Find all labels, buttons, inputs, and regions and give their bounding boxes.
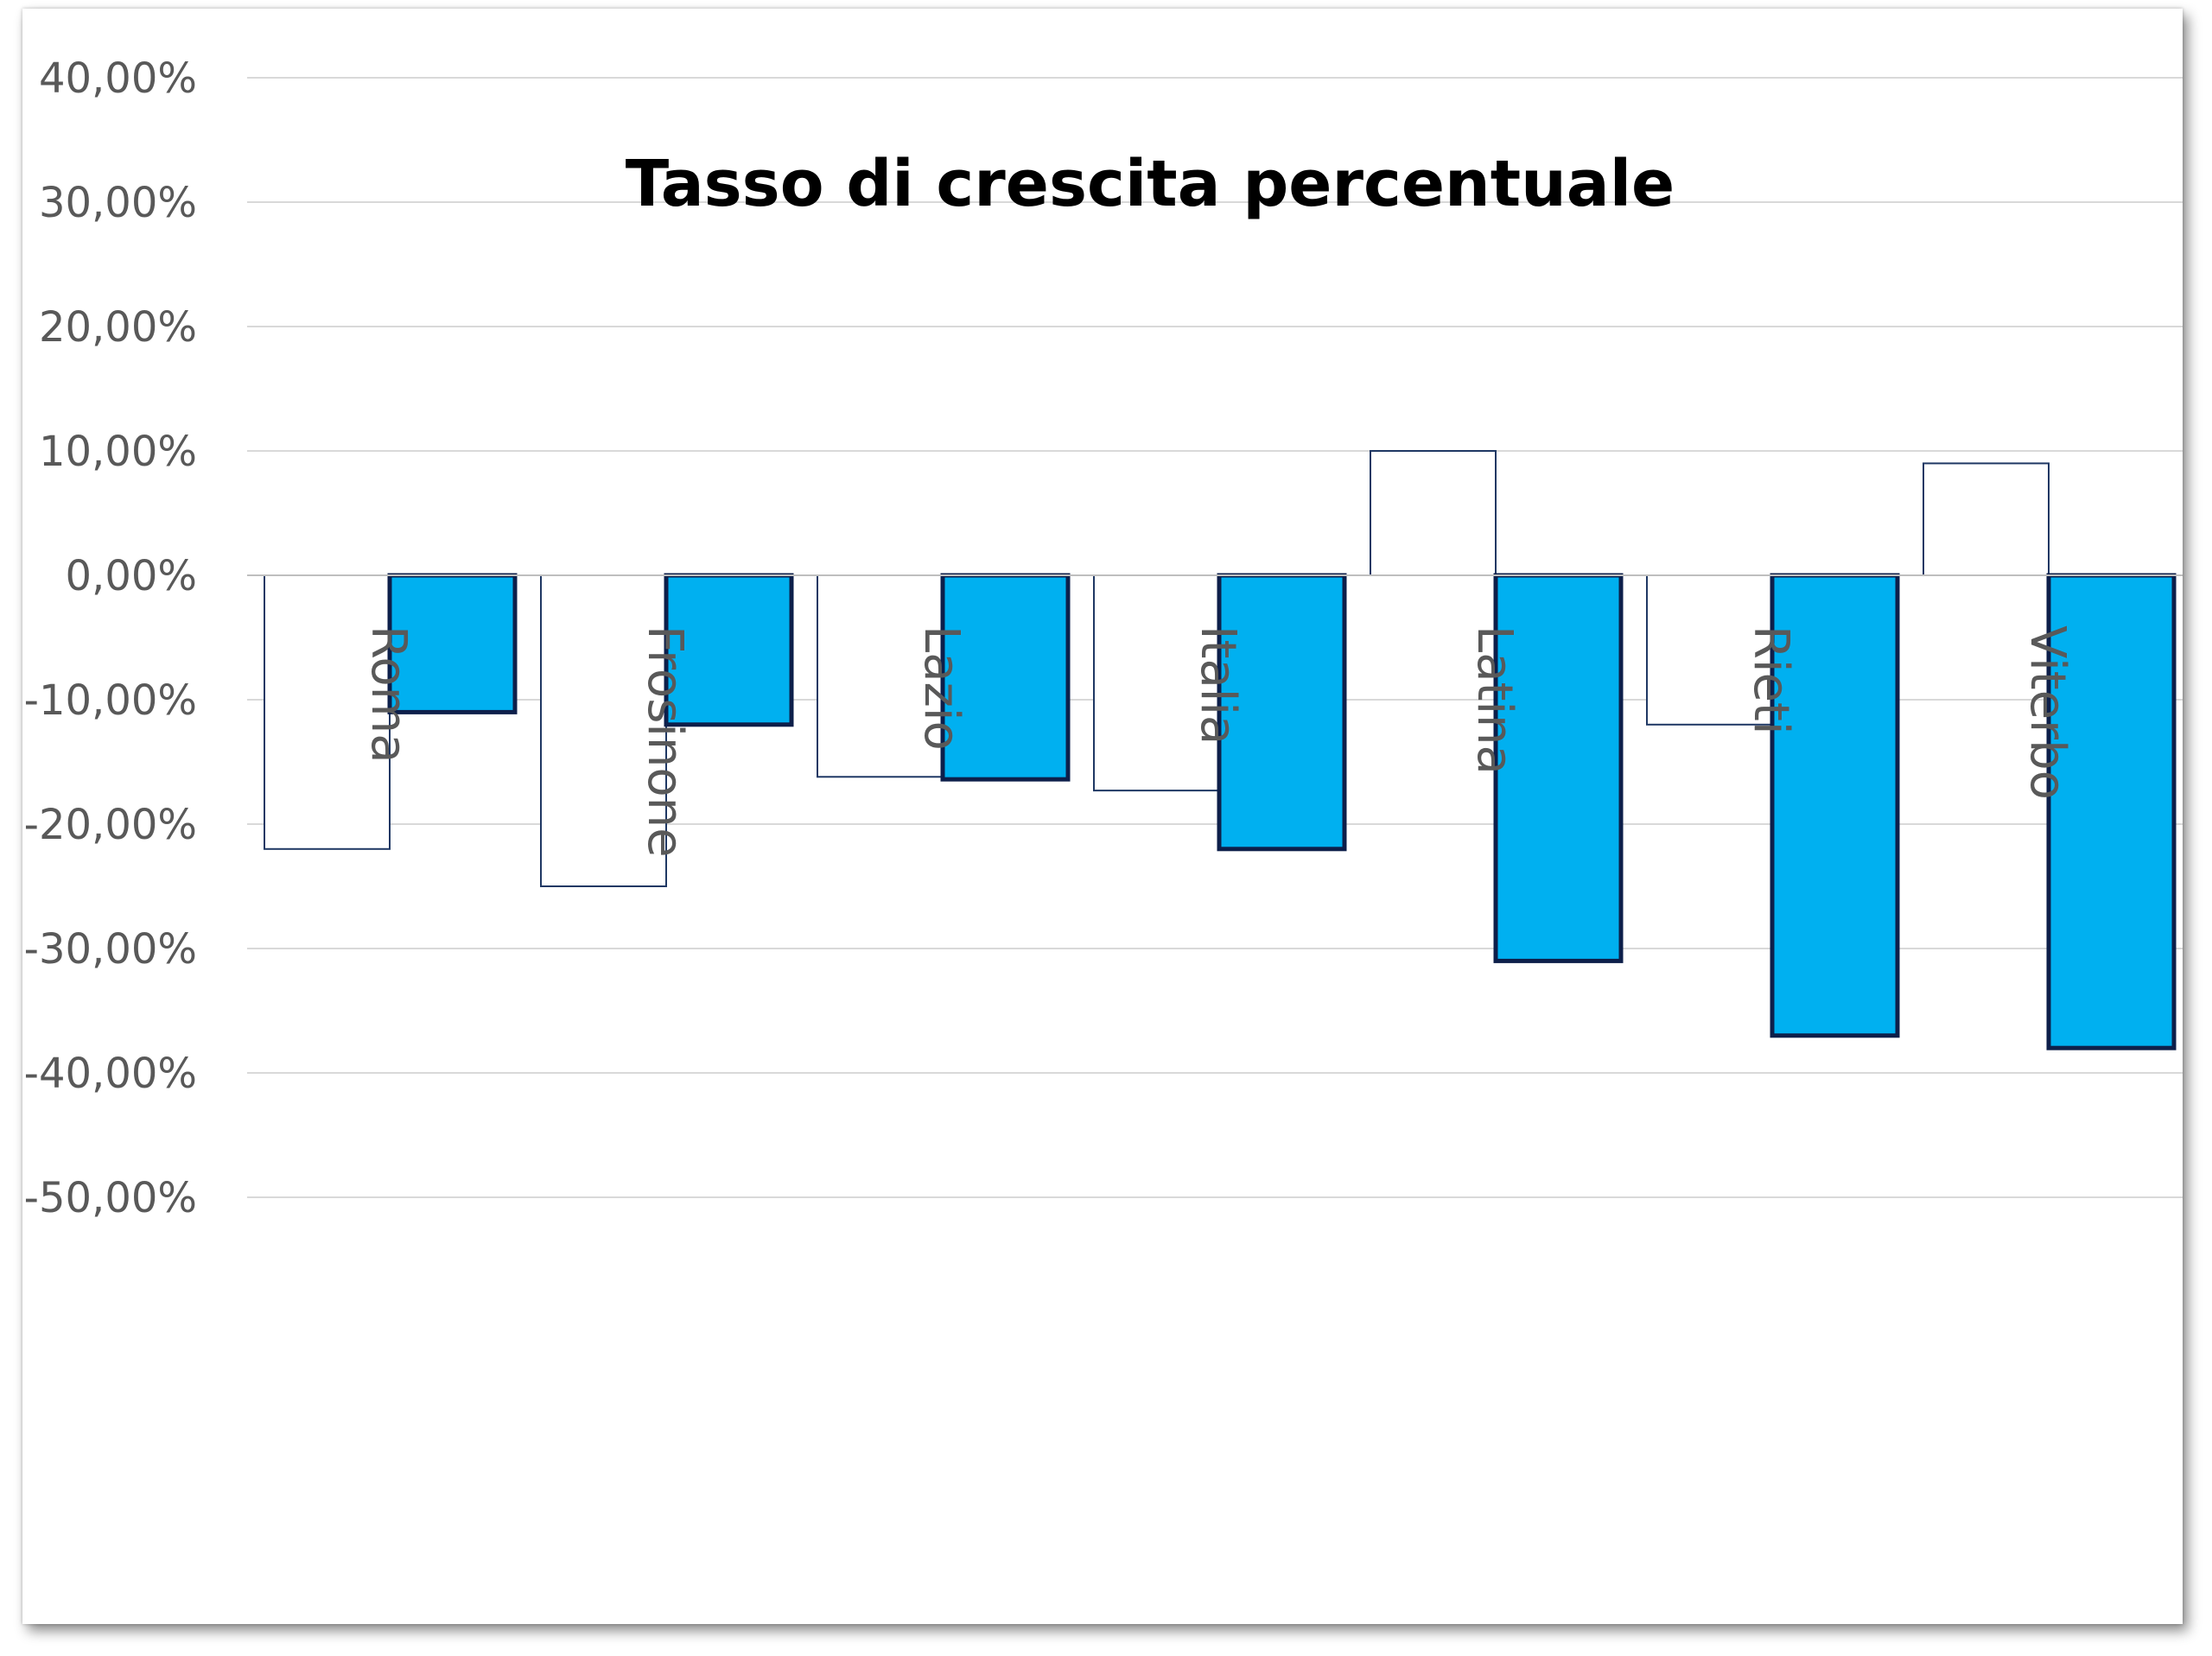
bar-italia-series-1 [1093, 574, 1220, 792]
y-tick-label: -20,00% [24, 801, 197, 849]
category-label: Rieti [1743, 625, 1799, 734]
bar-lazio-series-1 [817, 574, 944, 778]
y-tick-label: -50,00% [24, 1174, 197, 1222]
bar-italia-series-2 [1217, 573, 1347, 852]
category-label: Viterbo [2019, 625, 2075, 800]
y-tick-label: 20,00% [39, 303, 197, 352]
bar-viterbo-series-2 [2046, 573, 2177, 1050]
category-label: Frosinone [637, 625, 693, 858]
y-tick-label: 30,00% [39, 179, 197, 227]
category-label: Italia [1190, 625, 1246, 745]
y-axis-tick-labels: 40,00% 30,00% 20,00% 10,00% 0,00% -10,00% -20,… [24, 54, 197, 1222]
category-label: Lazio [913, 625, 969, 751]
bar-latina-series-1 [1370, 450, 1497, 576]
category-label: Roma [360, 625, 416, 764]
chart-title: Tasso di crescita percentuale [625, 147, 1675, 221]
category-labels: Roma Frosinone Lazio Italia Latina Rieti Viter… [360, 625, 2075, 858]
bar-rieti-series-1 [1646, 574, 1773, 726]
chart-plot: 40,00% 30,00% 20,00% 10,00% 0,00% -10,00% -20,… [24, 54, 2183, 1222]
chart-card: 40,00% 30,00% 20,00% 10,00% 0,00% -10,00% -20,… [22, 9, 2183, 1624]
y-tick-label: 40,00% [39, 54, 197, 103]
bar-lazio-series-2 [940, 573, 1071, 782]
y-tick-label: -40,00% [24, 1050, 197, 1098]
bar-viterbo-series-1 [1923, 462, 2050, 577]
y-tick-label: -30,00% [24, 925, 197, 974]
bar-roma-series-1 [264, 574, 391, 850]
category-label: Latina [1466, 625, 1522, 775]
y-tick-label: 10,00% [39, 428, 197, 476]
bar-rieti-series-2 [1770, 573, 1900, 1038]
y-tick-label: 0,00% [66, 552, 197, 600]
y-tick-label: -10,00% [24, 676, 197, 725]
bars [264, 450, 2177, 1050]
